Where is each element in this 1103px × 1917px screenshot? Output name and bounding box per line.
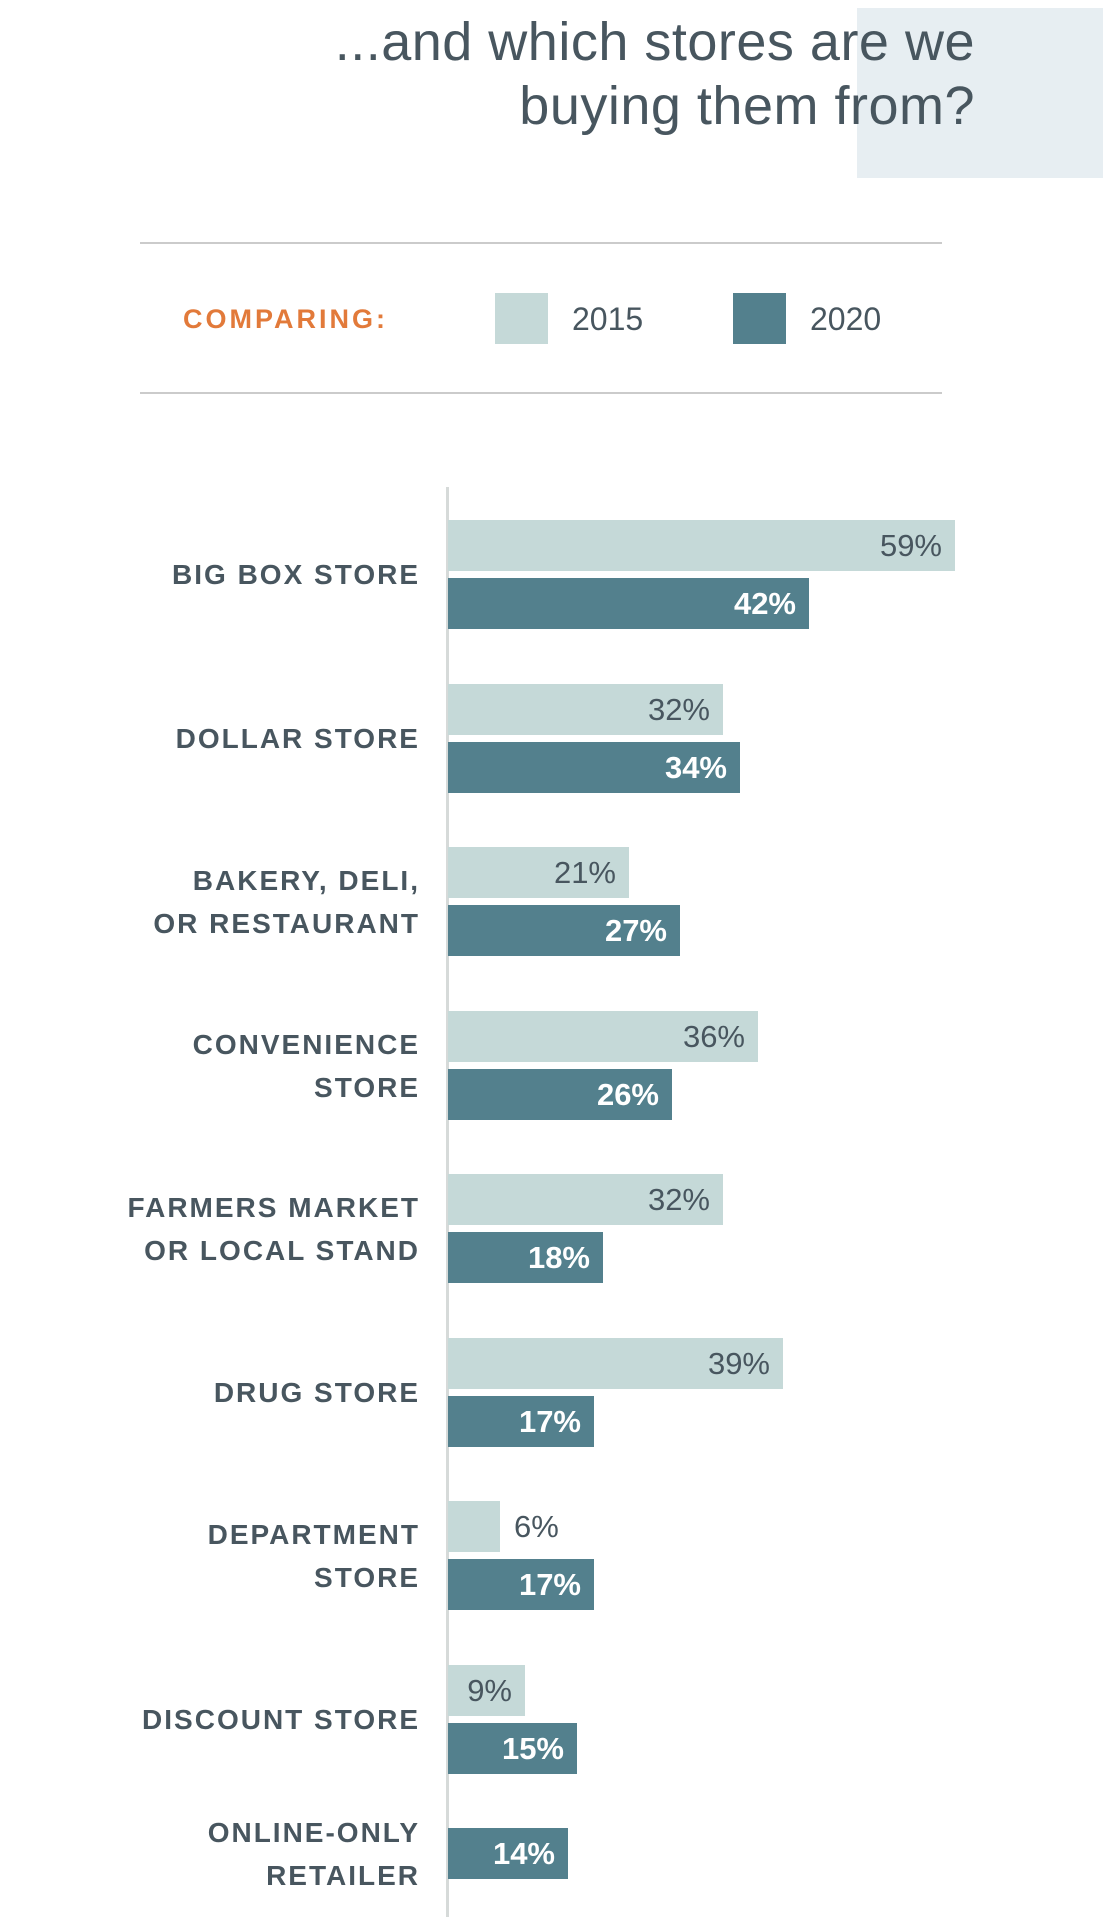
category-label-line: BAKERY, DELI, xyxy=(192,864,420,896)
value-label-2020: 18% xyxy=(527,1239,590,1275)
bar-row-2020: 15% xyxy=(448,1723,577,1774)
bar-2015: 21% xyxy=(448,847,629,898)
value-label-2020: 26% xyxy=(596,1076,659,1112)
category-label-line: CONVENIENCE xyxy=(192,1028,420,1060)
bar-row-2015: 6% xyxy=(448,1501,559,1552)
bar-row-2020: 26% xyxy=(448,1069,672,1120)
category-label-line: DOLLAR STORE xyxy=(175,723,420,754)
category-label: DEPARTMENT STORE xyxy=(0,1501,420,1610)
bar-row-2020: 17% xyxy=(448,1396,594,1447)
bar-row-2020: 14% xyxy=(448,1828,568,1879)
category-label: DISCOUNT STORE xyxy=(0,1665,420,1774)
legend-label-2020: 2020 xyxy=(810,301,882,337)
legend-comparing-label: COMPARING: xyxy=(183,304,388,334)
bar-row-2020: 42% xyxy=(448,578,809,629)
legend-swatch-2020 xyxy=(733,293,786,344)
divider-bottom xyxy=(140,392,942,394)
legend-swatch-2015 xyxy=(495,293,548,344)
bar-row-2015: 39% xyxy=(448,1338,783,1389)
category-label-line: DRUG STORE xyxy=(213,1377,420,1408)
bar-2020: 26% xyxy=(448,1069,672,1120)
bar-2020: 14% xyxy=(448,1828,568,1879)
legend-label-2015: 2015 xyxy=(572,301,644,337)
value-label-2020: 14% xyxy=(492,1835,555,1871)
value-label-2015: 36% xyxy=(682,1018,745,1054)
bar-2015: 9% xyxy=(448,1665,525,1716)
value-label-2015: 32% xyxy=(647,691,710,727)
value-label-2015: 21% xyxy=(553,854,616,890)
bar-2015: 32% xyxy=(448,1174,723,1225)
category-label: DRUG STORE xyxy=(0,1338,420,1447)
category-label-line: STORE xyxy=(314,1561,420,1593)
bar-2020: 18% xyxy=(448,1232,603,1283)
category-label: BIG BOX STORE xyxy=(0,520,420,629)
value-label-2015: 32% xyxy=(647,1181,710,1217)
category-label-line: ONLINE-ONLY xyxy=(207,1816,420,1848)
category-label: FARMERS MARKET OR LOCAL STAND xyxy=(0,1174,420,1283)
bar-2015: 39% xyxy=(448,1338,783,1389)
bar-2015: 36% xyxy=(448,1011,758,1062)
bar-row-2015: 9% xyxy=(448,1665,525,1716)
value-label-2020: 42% xyxy=(733,585,796,621)
corner-accent-block xyxy=(857,8,1103,178)
value-label-2015: 9% xyxy=(467,1672,512,1708)
value-label-2020: 27% xyxy=(604,912,667,948)
category-label-line: RETAILER xyxy=(266,1859,420,1891)
category-label-line: BIG BOX STORE xyxy=(172,559,420,590)
category-label: ONLINE-ONLY RETAILER xyxy=(0,1817,420,1891)
bar-row-2015: 32% xyxy=(448,1174,723,1225)
page-title-line-2: buying them from? xyxy=(519,76,975,136)
value-label-2015: 39% xyxy=(707,1345,770,1381)
value-label-2020: 17% xyxy=(518,1566,581,1602)
category-label: BAKERY, DELI, OR RESTAURANT xyxy=(0,847,420,956)
bar-row-2015: 36% xyxy=(448,1011,758,1062)
value-label-2015: 6% xyxy=(514,1508,559,1544)
category-label: CONVENIENCE STORE xyxy=(0,1011,420,1120)
page-title: ...and which stores are we buying them f… xyxy=(335,10,975,138)
category-label-line: STORE xyxy=(314,1071,420,1103)
value-label-2020: 17% xyxy=(518,1403,581,1439)
bar-row-2020: 27% xyxy=(448,905,680,956)
bar-2015 xyxy=(448,1501,500,1552)
bar-row-2020: 17% xyxy=(448,1559,594,1610)
bar-2020: 42% xyxy=(448,578,809,629)
bar-2015: 32% xyxy=(448,684,723,735)
bar-row-2020: 34% xyxy=(448,742,740,793)
bar-2020: 17% xyxy=(448,1559,594,1610)
value-label-2020: 15% xyxy=(501,1730,564,1766)
divider-top xyxy=(140,242,942,244)
category-label-line: DISCOUNT STORE xyxy=(142,1704,420,1735)
bar-2020: 27% xyxy=(448,905,680,956)
bar-row-2020: 18% xyxy=(448,1232,603,1283)
bar-2020: 34% xyxy=(448,742,740,793)
bar-row-2015: 21% xyxy=(448,847,629,898)
bar-2020: 17% xyxy=(448,1396,594,1447)
category-label: DOLLAR STORE xyxy=(0,684,420,793)
page-title-line-1: ...and which stores are we xyxy=(334,12,975,72)
category-label-line: OR LOCAL STAND xyxy=(144,1234,420,1266)
bar-2020: 15% xyxy=(448,1723,577,1774)
value-label-2015: 59% xyxy=(879,527,942,563)
value-label-2020: 34% xyxy=(664,749,727,785)
category-label-line: FARMERS MARKET xyxy=(127,1191,420,1223)
bar-row-2015: 59% xyxy=(448,520,955,571)
category-label-line: OR RESTAURANT xyxy=(153,907,420,939)
chart-axis xyxy=(446,487,449,1917)
category-label-line: DEPARTMENT xyxy=(207,1518,420,1550)
bar-2015: 59% xyxy=(448,520,955,571)
bar-row-2015: 32% xyxy=(448,684,723,735)
